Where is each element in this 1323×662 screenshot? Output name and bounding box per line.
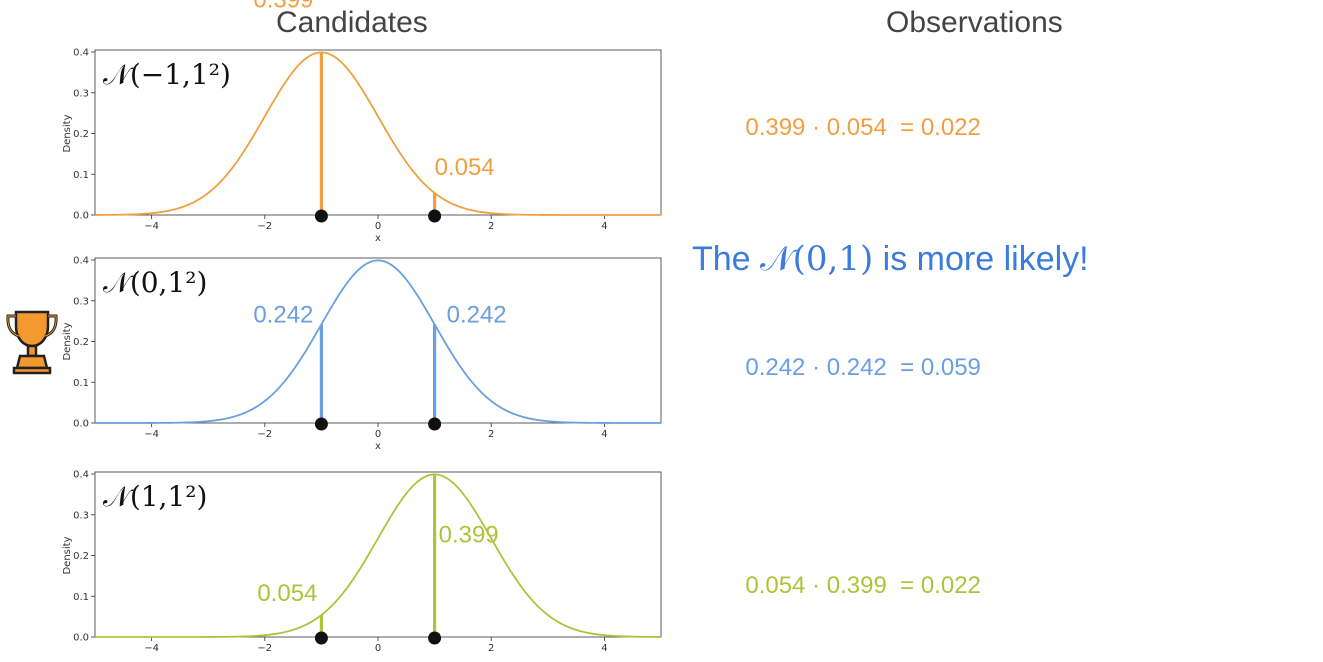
chart-normal-mu-minus1: 0.0 0.1 0.2 0.3 0.4 −4 −2 0 2 4 x Density 𝒩(−1,1²) 0.… xyxy=(62,0,662,244)
observations-heading: Observations xyxy=(886,6,1063,39)
likelihood-result: 0.059 xyxy=(920,354,981,381)
y-tick-label: 0.2 xyxy=(73,551,89,562)
conclusion-math: 𝒩(0,1) xyxy=(760,239,874,279)
conclusion-prefix: The xyxy=(692,240,761,278)
x-tick-label: −2 xyxy=(257,221,272,232)
density-value-label: 0.054 xyxy=(257,580,317,607)
likelihood-row-3: 0.054 · 0.399 = 0.022 xyxy=(745,572,981,599)
x-axis-label: x xyxy=(375,441,381,452)
y-tick-label: 0.3 xyxy=(73,510,89,521)
y-axis-label: Density xyxy=(62,536,73,574)
density-curve xyxy=(95,473,662,638)
x-tick-label: 2 xyxy=(488,429,494,440)
x-tick-label: −2 xyxy=(257,643,272,654)
observation-point xyxy=(314,417,328,431)
conclusion-text: The 𝒩(0,1) is more likely! xyxy=(692,239,1089,279)
y-tick-label: 0.0 xyxy=(73,419,89,430)
x-tick-label: −4 xyxy=(144,429,159,440)
y-tick-label: 0.4 xyxy=(73,256,89,267)
x-tick-label: −4 xyxy=(144,643,159,654)
trophy-icon xyxy=(6,310,58,375)
likelihood-result: 0.022 xyxy=(920,114,981,141)
y-tick-label: 0.4 xyxy=(73,470,89,481)
observation-point xyxy=(314,209,328,223)
density-curve xyxy=(95,259,661,424)
x-tick-label: 0 xyxy=(375,429,381,440)
chart-normal-mu-1: 0.0 0.1 0.2 0.3 0.4 −4 −2 0 2 4 Density 𝒩(1,1²) 0.05… xyxy=(62,470,662,654)
density-curve xyxy=(94,51,661,216)
observation-point xyxy=(314,631,328,645)
density-value-label: 0.399 xyxy=(439,521,499,548)
x-tick-label: −2 xyxy=(257,429,272,440)
y-tick-label: 0.1 xyxy=(73,592,89,603)
density-value-label: 0.242 xyxy=(253,301,313,328)
y-tick-label: 0.3 xyxy=(73,296,89,307)
x-tick-label: 2 xyxy=(488,643,494,654)
likelihood-factor-b: 0.399 xyxy=(826,572,887,599)
observation-point xyxy=(428,209,442,223)
distribution-label: 𝒩(1,1²) xyxy=(103,480,207,513)
density-value-label: 0.399 xyxy=(253,0,313,13)
chart-normal-mu-0: 0.0 0.1 0.2 0.3 0.4 −4 −2 0 2 4 x Density 𝒩(0,1²) 0.2… xyxy=(62,256,662,452)
likelihood-factor-b: 0.242 xyxy=(826,354,887,381)
likelihood-row-2: 0.242 · 0.242 = 0.059 xyxy=(745,354,981,381)
y-tick-label: 0.4 xyxy=(73,48,89,59)
likelihood-factor-b: 0.054 xyxy=(826,114,887,141)
y-tick-label: 0.0 xyxy=(73,633,89,644)
likelihood-row-1: 0.399 · 0.054 = 0.022 xyxy=(745,114,981,141)
density-value-label: 0.242 xyxy=(447,301,507,328)
likelihood-factor-a: 0.242 xyxy=(745,354,806,381)
y-axis-label: Density xyxy=(62,114,73,152)
distribution-label: 𝒩(−1,1²) xyxy=(103,58,231,91)
candidates-heading: Candidates xyxy=(276,6,428,39)
x-tick-label: 4 xyxy=(601,221,607,232)
observation-point xyxy=(428,417,442,431)
likelihood-factor-a: 0.054 xyxy=(745,572,806,599)
density-value-label: 0.054 xyxy=(435,154,495,181)
x-axis-label: x xyxy=(375,233,381,244)
x-tick-label: 2 xyxy=(488,221,494,232)
y-tick-label: 0.1 xyxy=(73,170,89,181)
x-tick-label: 0 xyxy=(375,643,381,654)
x-tick-label: −4 xyxy=(144,221,159,232)
x-tick-label: 4 xyxy=(601,643,607,654)
y-tick-label: 0.0 xyxy=(73,211,89,222)
likelihood-factor-a: 0.399 xyxy=(745,114,806,141)
y-tick-label: 0.2 xyxy=(73,337,89,348)
observation-point xyxy=(428,631,442,645)
y-tick-label: 0.2 xyxy=(73,129,89,140)
x-tick-label: 4 xyxy=(601,429,607,440)
y-tick-label: 0.3 xyxy=(73,88,89,99)
conclusion-suffix: is more likely! xyxy=(873,240,1089,278)
y-tick-label: 0.1 xyxy=(73,378,89,389)
distribution-label: 𝒩(0,1²) xyxy=(103,266,207,299)
y-axis-label: Density xyxy=(62,322,73,360)
likelihood-result: 0.022 xyxy=(920,572,981,599)
x-tick-label: 0 xyxy=(375,221,381,232)
